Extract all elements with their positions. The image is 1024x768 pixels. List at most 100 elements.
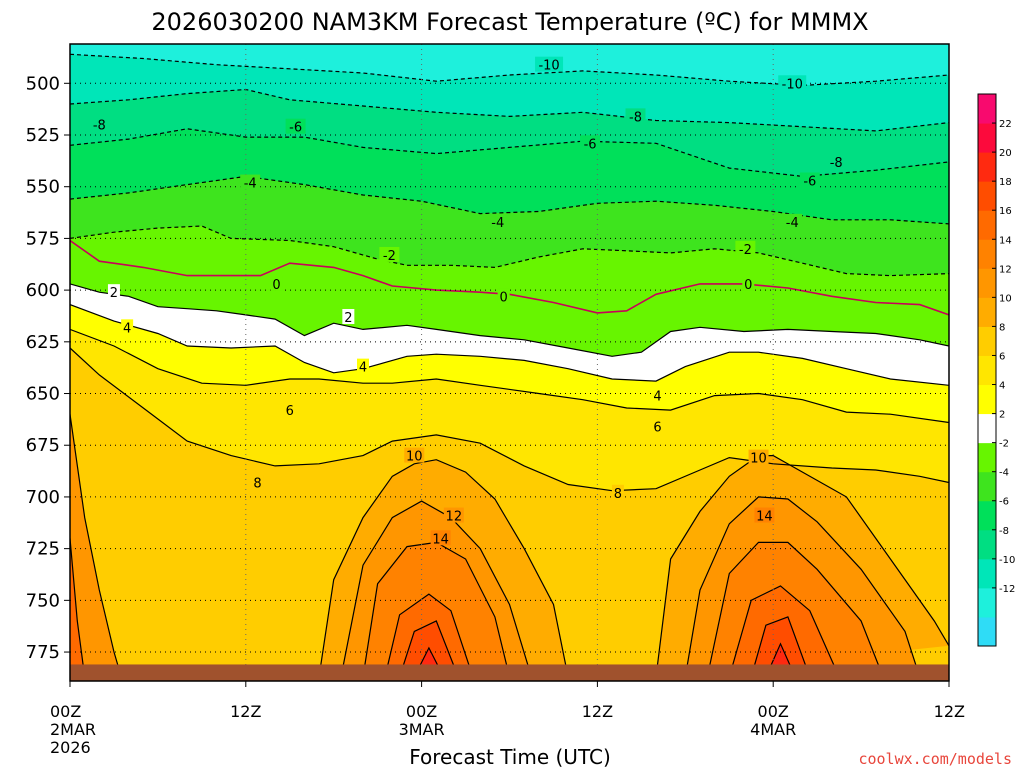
contour-label-bg bbox=[799, 172, 820, 188]
colorbar-label: 12 bbox=[999, 264, 1012, 275]
contour-label-bg bbox=[107, 284, 120, 300]
x-tick-date: 4MAR bbox=[750, 720, 796, 739]
colorbar-label: -10 bbox=[999, 555, 1015, 566]
contour-label-4: 4 bbox=[653, 390, 661, 405]
contour-label-bg bbox=[404, 447, 425, 463]
contour-label--4: -4 bbox=[491, 216, 504, 231]
x-tick-year: 2026 bbox=[50, 738, 91, 757]
contour-label-14: 14 bbox=[756, 510, 773, 525]
contour-label-bg bbox=[342, 309, 355, 324]
contour-label-10: 10 bbox=[406, 450, 423, 465]
contour-label-bg bbox=[748, 449, 769, 465]
contour-label-bg bbox=[782, 213, 803, 229]
colorbar-segment bbox=[978, 268, 996, 298]
y-tick-label-650: 650 bbox=[26, 384, 60, 405]
colorbar-segment bbox=[978, 297, 996, 327]
y-tick-label-750: 750 bbox=[26, 590, 60, 611]
colorbar-segment bbox=[978, 181, 996, 211]
contour-label-8: 8 bbox=[253, 476, 261, 491]
contour-label-bg bbox=[535, 56, 564, 72]
x-axis-label: Forecast Time (UTC) bbox=[409, 745, 611, 768]
contour-label-bg bbox=[283, 402, 296, 418]
isotherm-16 bbox=[728, 585, 840, 678]
band-above-12 bbox=[70, 414, 122, 681]
colorbar-segment bbox=[978, 500, 996, 531]
contour-label--2: -2 bbox=[383, 249, 396, 264]
isotherm-8 bbox=[70, 347, 949, 492]
colorbar-label: 2 bbox=[999, 410, 1005, 421]
credit-text: coolwx.com/models bbox=[858, 750, 1012, 768]
contour-label-bg bbox=[285, 118, 306, 134]
contour-label--2: -2 bbox=[739, 243, 752, 258]
contour-label-bg bbox=[651, 418, 664, 434]
colorbar-segment bbox=[978, 152, 996, 182]
isotherm--6 bbox=[70, 128, 949, 178]
contour-label--8: -8 bbox=[93, 119, 106, 134]
colorbar-segment bbox=[978, 210, 996, 240]
contour-label-bg bbox=[240, 174, 261, 190]
isotherm-2 bbox=[70, 283, 949, 357]
y-tick-label-675: 675 bbox=[26, 435, 60, 456]
contour-label-6: 6 bbox=[286, 404, 294, 419]
colorbar-segment bbox=[978, 587, 996, 618]
dotted-gridlines bbox=[70, 44, 949, 681]
contour-label--4: -4 bbox=[786, 216, 799, 231]
x-tick-label: 00Z bbox=[758, 702, 789, 721]
isotherm-10 bbox=[655, 455, 949, 677]
contour-label-bg bbox=[497, 288, 510, 304]
isotherm-12 bbox=[70, 414, 122, 678]
contour-label-2: 2 bbox=[110, 286, 118, 301]
band-above-16 bbox=[70, 538, 85, 681]
colorbar-label: -4 bbox=[999, 468, 1009, 479]
y-tick-label-625: 625 bbox=[26, 332, 60, 353]
colorbar-label: 22 bbox=[999, 119, 1012, 130]
contour-label-4: 4 bbox=[123, 321, 131, 336]
colorbar-segment bbox=[978, 355, 996, 386]
y-tick-label-775: 775 bbox=[26, 642, 60, 663]
y-tick-label-700: 700 bbox=[26, 487, 60, 508]
isotherm-18 bbox=[750, 616, 811, 678]
x-tick-label: 12Z bbox=[230, 702, 261, 721]
plot-area: -10 -10 -8 -8 -8 -6 -6 -6 -4 -4 -4 -2 -2 0 0 0 2 2 4 4 4 6 6 8 8… bbox=[70, 44, 949, 681]
colorbar-frame bbox=[977, 93, 997, 647]
contour-label-bg bbox=[89, 116, 110, 132]
contour-label--8: -8 bbox=[629, 110, 642, 125]
isotherm-16 bbox=[384, 593, 474, 678]
y-tick-label-525: 525 bbox=[26, 125, 60, 146]
colorbar-segment bbox=[978, 442, 996, 473]
colorbar-segment bbox=[978, 384, 996, 415]
colorbar-label: -2 bbox=[999, 439, 1009, 450]
colorbar-segment bbox=[978, 529, 996, 560]
contour-label-bg bbox=[121, 319, 134, 335]
contour-label-12: 12 bbox=[446, 510, 463, 525]
contour-label-bg bbox=[357, 358, 369, 374]
x-tick-label: 12Z bbox=[582, 702, 613, 721]
isotherm-14 bbox=[706, 541, 884, 678]
colorbar-segment bbox=[978, 616, 996, 647]
y-tick-label-575: 575 bbox=[26, 228, 60, 249]
colorbar-label: -6 bbox=[999, 497, 1009, 508]
colorbar-segment bbox=[978, 326, 996, 356]
contour-label--4: -4 bbox=[244, 177, 257, 192]
x-tick-date: 3MAR bbox=[399, 720, 445, 739]
plot-frame bbox=[69, 43, 950, 682]
contour-label-bg bbox=[742, 275, 755, 291]
contour-label-bg bbox=[430, 530, 451, 546]
contour-label-bg bbox=[778, 75, 807, 91]
contour-label-8: 8 bbox=[614, 487, 622, 502]
contour-label-bg bbox=[625, 108, 646, 124]
colorbar-label: 8 bbox=[999, 322, 1005, 333]
isotherm-12 bbox=[684, 496, 921, 678]
contour-label--6: -6 bbox=[289, 121, 302, 136]
contour-label-bg bbox=[379, 246, 400, 262]
y-tick-label-550: 550 bbox=[26, 177, 60, 198]
contour-label--10: -10 bbox=[782, 77, 803, 92]
isotherm-12 bbox=[340, 500, 533, 678]
colorbar-label: -12 bbox=[999, 584, 1015, 595]
contour-label-bg bbox=[651, 387, 664, 403]
isotherm--4 bbox=[70, 175, 949, 225]
contour-label-0: 0 bbox=[499, 290, 507, 305]
colorbar-label: 16 bbox=[999, 206, 1012, 217]
colorbar-label: 10 bbox=[999, 293, 1012, 304]
